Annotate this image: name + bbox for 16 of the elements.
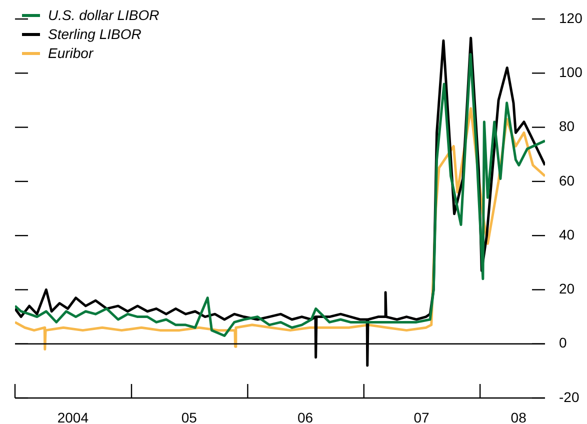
x-tick-label: 06 (298, 409, 314, 424)
x-tick-label: 05 (181, 409, 198, 424)
y-tick-label: 60 (559, 172, 575, 188)
x-tick-label: 07 (414, 409, 430, 424)
y-tick-label: 0 (559, 334, 567, 351)
x-tick-label: 2004 (57, 409, 89, 424)
y-tick-label: -20 (559, 388, 580, 405)
y-tick-label: 80 (559, 118, 575, 134)
y-tick-label: 40 (559, 226, 575, 242)
y-tick-label: 120 (559, 10, 583, 26)
y-tick-label: 100 (559, 64, 583, 80)
legend-label: Sterling LIBOR (48, 25, 142, 44)
y-tick-label: 20 (559, 280, 575, 297)
legend-label: U.S. dollar LIBOR (48, 6, 160, 25)
x-tick-label: 08 (510, 409, 527, 424)
legend-label: Euribor (48, 44, 94, 63)
